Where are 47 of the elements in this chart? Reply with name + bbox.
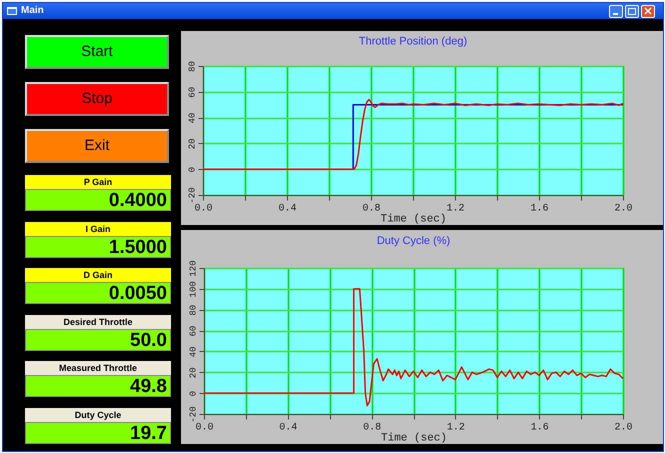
text: 0.4000 bbox=[25, 189, 171, 211]
y-tick-label: 120 bbox=[188, 260, 198, 277]
text: 49.8 bbox=[25, 375, 171, 397]
y-tick-label: -20 bbox=[188, 406, 198, 423]
y-tick-label: 80 bbox=[188, 61, 198, 72]
text: Exit bbox=[25, 129, 169, 163]
y-tick-label: 60 bbox=[188, 326, 198, 336]
text: D Gain bbox=[25, 268, 171, 282]
text: 0.0050 bbox=[25, 282, 171, 304]
x-axis-title: Time (sec) bbox=[380, 214, 447, 226]
y-tick-label: 40 bbox=[188, 346, 198, 358]
chart-title: Duty Cycle (%) bbox=[376, 234, 450, 247]
y-tick-label: 100 bbox=[188, 281, 198, 298]
text: Duty Cycle bbox=[25, 408, 171, 422]
line-series bbox=[203, 288, 624, 406]
text: Main bbox=[21, 5, 44, 16]
x-tick-label: 0.4 bbox=[278, 204, 297, 214]
x-tick-label: 0.8 bbox=[362, 204, 381, 214]
text: Desired Throttle bbox=[25, 314, 171, 328]
x-tick-label: 0.0 bbox=[194, 204, 213, 214]
x-tick-label: 2.0 bbox=[614, 204, 633, 214]
text: 50.0 bbox=[25, 328, 171, 350]
x-tick-label: 1.2 bbox=[446, 422, 465, 434]
y-tick-label: 20 bbox=[188, 367, 198, 378]
x-tick-label: 1.6 bbox=[530, 422, 549, 434]
text: I Gain bbox=[25, 222, 171, 236]
y-tick-label: 0 bbox=[188, 390, 198, 396]
x-tick-label: 1.2 bbox=[446, 204, 465, 214]
text: Stop bbox=[25, 82, 169, 116]
y-tick-label: 60 bbox=[188, 86, 198, 98]
y-tick-label: 20 bbox=[188, 138, 198, 150]
x-axis-title: Time (sec) bbox=[380, 432, 448, 444]
text: 19.7 bbox=[25, 422, 171, 444]
y-tick-label: 0 bbox=[188, 166, 198, 172]
y-tick-label: 40 bbox=[188, 112, 198, 124]
text: Measured Throttle bbox=[25, 361, 171, 375]
x-tick-label: 0.0 bbox=[195, 422, 214, 434]
x-tick-label: 1.6 bbox=[530, 204, 549, 214]
x-tick-label: 0.8 bbox=[363, 422, 382, 434]
text: 1.5000 bbox=[25, 236, 171, 258]
text: Start bbox=[25, 35, 169, 69]
y-tick-label: -20 bbox=[188, 187, 198, 204]
y-tick-label: 80 bbox=[188, 304, 198, 316]
chart-title: Throttle Position (deg) bbox=[358, 36, 468, 48]
x-tick-label: 2.0 bbox=[614, 422, 633, 434]
x-tick-label: 0.4 bbox=[279, 422, 298, 434]
text: P Gain bbox=[25, 175, 171, 189]
